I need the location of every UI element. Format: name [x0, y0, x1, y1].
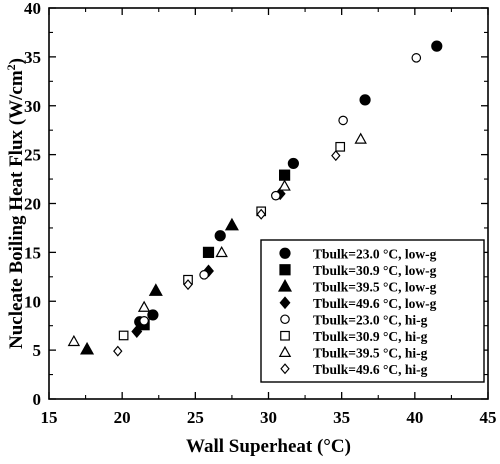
data-point: [331, 150, 341, 162]
y-axis-title-superscript: 2: [4, 64, 18, 70]
data-points: [67, 40, 443, 357]
data-point: [271, 190, 281, 201]
y-axis-title: Nucleate Boiling Heat Flux (W/cm2): [4, 58, 27, 349]
legend-label: Tbulk=49.6 °C, hi-g: [313, 362, 428, 377]
data-point: [224, 217, 239, 231]
y-tick-label: 10: [24, 292, 41, 311]
data-point: [214, 230, 226, 242]
data-point: [431, 40, 443, 52]
data-point: [278, 169, 291, 181]
x-tick-label: 40: [406, 408, 423, 427]
legend: Tbulk=23.0 °C, low-g Tbulk=30.9 °C, low-g…: [260, 239, 485, 383]
legend-label: Tbulk=23.0 °C, hi-g: [313, 312, 428, 327]
series-2: [80, 217, 239, 355]
y-tick-label: 40: [24, 0, 41, 18]
legend-marker: [280, 363, 290, 375]
data-point: [80, 341, 95, 355]
data-point: [215, 245, 228, 258]
data-point: [118, 330, 129, 341]
data-point: [202, 246, 215, 258]
legend-label: Tbulk=23.0 °C, low-g: [313, 246, 437, 261]
data-point: [338, 115, 348, 126]
data-point: [335, 141, 346, 152]
legend-label: Tbulk=39.5 °C, low-g: [313, 279, 437, 294]
legend-label: Tbulk=30.9 °C, low-g: [313, 263, 437, 278]
legend-marker: [278, 345, 292, 358]
data-point: [256, 208, 266, 220]
y-tick-label: 25: [24, 146, 41, 165]
data-point: [287, 157, 299, 170]
axes: 15 20 25 30 35 40 45 0 5 10 15 20 25 30 35 40 Wall Super…: [4, 0, 497, 457]
y-tick-label: 30: [24, 97, 41, 116]
legend-marker: [277, 279, 293, 292]
series-7: [113, 150, 341, 357]
legend-marker: [279, 247, 291, 259]
y-tick-label: 15: [24, 243, 41, 262]
x-axis-title: Wall Superheat (°C): [186, 436, 351, 457]
data-point: [183, 279, 193, 291]
legend-label: Tbulk=49.6 °C, low-g: [313, 296, 437, 311]
legend-label: Tbulk=30.9 °C, hi-g: [313, 329, 428, 344]
legend-marker: [280, 330, 290, 341]
data-point: [131, 325, 143, 338]
x-tick-label: 45: [480, 408, 497, 427]
data-point: [199, 270, 209, 280]
y-axis-title-close: ): [6, 58, 27, 64]
legend-marker: [279, 296, 291, 310]
data-point: [113, 345, 123, 357]
series-4: [139, 53, 422, 326]
y-axis-title-main: Nucleate Boiling Heat Flux (W/cm: [6, 70, 27, 349]
data-point: [411, 53, 422, 63]
data-point: [147, 309, 159, 321]
data-point: [354, 132, 367, 144]
x-tick-label: 25: [187, 408, 204, 427]
x-tick-label: 15: [41, 408, 58, 427]
y-tick-label: 20: [24, 195, 41, 214]
data-point: [67, 334, 81, 347]
data-point: [137, 300, 151, 312]
x-tick-label: 35: [333, 408, 350, 427]
data-point: [139, 315, 149, 326]
y-tick-label: 5: [33, 341, 42, 360]
legend-label: Tbulk=39.5 °C, hi-g: [313, 345, 428, 360]
data-point: [359, 94, 371, 106]
x-tick-label: 30: [260, 408, 277, 427]
legend-marker: [280, 314, 290, 325]
y-tick-label: 35: [24, 48, 41, 67]
y-tick-label: 0: [33, 390, 42, 409]
data-point: [148, 283, 163, 296]
series-6: [67, 132, 367, 347]
legend-marker: [279, 264, 291, 276]
x-tick-label: 20: [114, 408, 131, 427]
data-point: [278, 179, 291, 191]
legend-box: [260, 239, 485, 383]
